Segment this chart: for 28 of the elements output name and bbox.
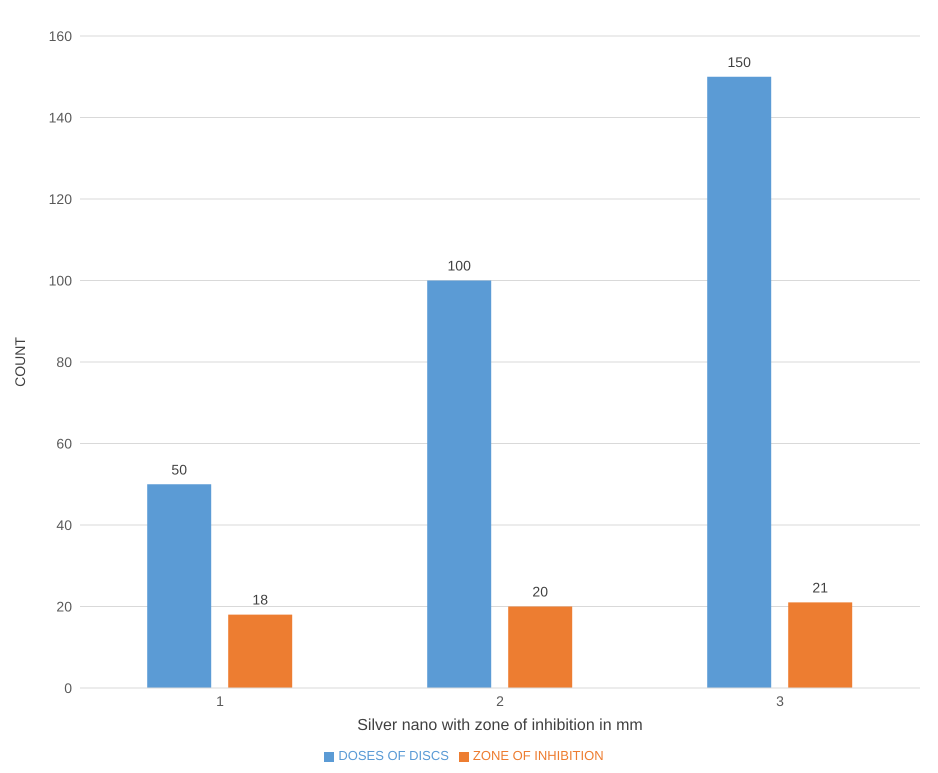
x-tick-label: 3	[776, 692, 784, 709]
y-tick-label: 80	[56, 354, 72, 370]
bar	[147, 484, 212, 688]
x-axis-title: Silver nano with zone of inhibition in mm	[357, 717, 643, 734]
data-label: 100	[448, 258, 472, 274]
bar	[228, 614, 292, 688]
x-tick-label: 1	[216, 692, 224, 709]
legend-label: ZONE OF INHIBITION	[472, 748, 604, 763]
y-tick-label: 40	[56, 516, 72, 533]
data-label: 150	[728, 54, 752, 70]
y-tick-label: 0	[64, 680, 72, 696]
y-tick-label: 20	[56, 598, 72, 614]
data-label: 21	[812, 579, 828, 596]
y-tick-label: 140	[48, 109, 72, 126]
y-tick-label: 60	[56, 435, 72, 452]
x-tick-label: 2	[496, 692, 504, 709]
bar	[427, 280, 492, 688]
bar	[707, 76, 772, 688]
y-axis-title: COUNT	[12, 336, 28, 387]
y-tick-label: 120	[48, 190, 72, 207]
data-label: 20	[532, 584, 548, 600]
data-label: 50	[171, 461, 188, 478]
y-tick-label: 160	[48, 28, 72, 44]
bar	[508, 606, 572, 688]
y-tick-label: 100	[48, 272, 72, 288]
legend-label: DOSES OF DISCS	[338, 748, 449, 763]
bar	[788, 602, 852, 688]
data-label: 18	[252, 592, 268, 608]
